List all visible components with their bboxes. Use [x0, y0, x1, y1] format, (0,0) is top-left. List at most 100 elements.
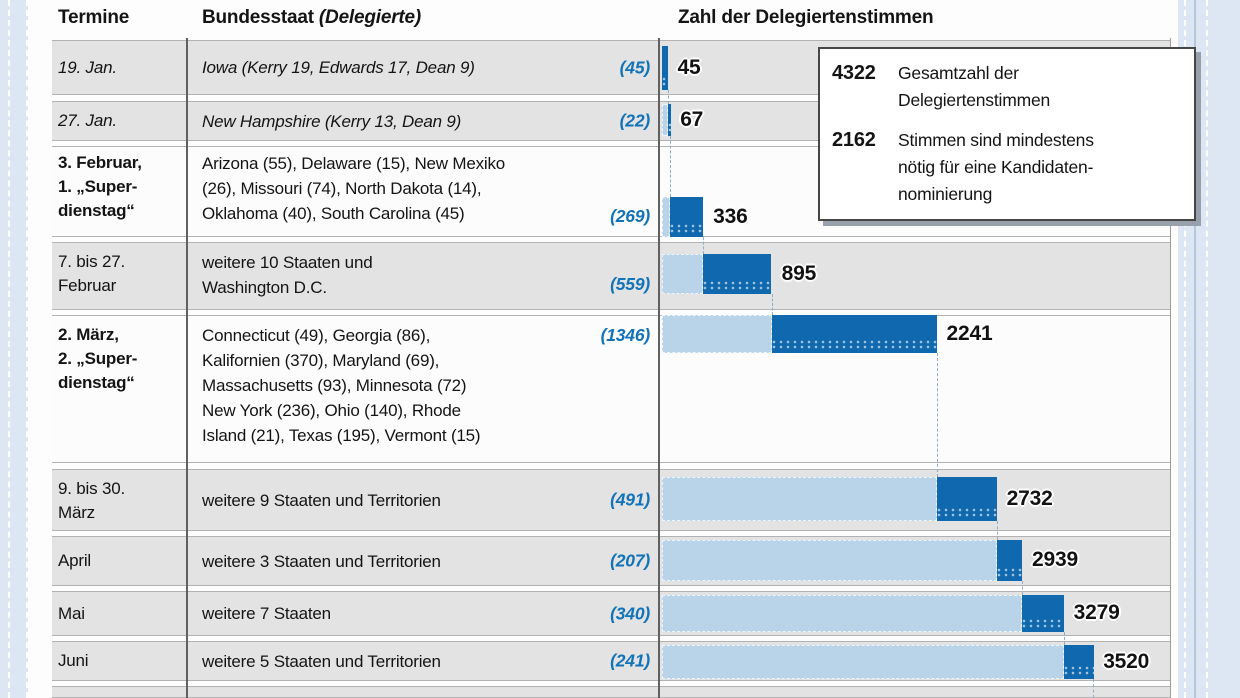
row-date: 7. bis 27. Februar: [58, 252, 125, 295]
column-header-stimmen: Zahl der Delegiertenstimmen: [678, 7, 934, 28]
bar-new-segment: [662, 46, 668, 90]
row-date: 27. Jan.: [58, 111, 117, 130]
row-states-cell: weitere 3 Staaten und Territorien (207): [202, 537, 654, 585]
bar-total-label: 45: [677, 56, 701, 79]
bar-cumulative-segment: [662, 197, 670, 237]
row-states-cell: Connecticut (49), Georgia (86), Kaliforn…: [202, 316, 654, 462]
carryover-guide-line: [670, 136, 671, 197]
bar-cumulative-segment: [662, 540, 997, 581]
left-dashed-line: [26, 0, 28, 698]
bar-cumulative-segment: [662, 645, 1064, 679]
left-dashed-line: [8, 0, 10, 698]
carryover-guide-line: [703, 237, 704, 254]
row-delegate-count: (269): [610, 206, 650, 226]
delegates-bar: [662, 645, 1094, 679]
carryover-guide-line: [937, 353, 938, 477]
row-delegate-count: (1346): [600, 325, 651, 345]
row-delegate-count: (207): [610, 550, 650, 571]
row-states: weitere 9 Staaten und Territorien: [202, 490, 441, 510]
row-date: 9. bis 30. März: [58, 479, 125, 522]
carryover-guide-line: [1022, 581, 1023, 595]
left-margin-band: [0, 0, 28, 698]
table-right-edge: [1170, 38, 1171, 698]
row-states-cell: weitere 9 Staaten und Territorien (491): [202, 470, 654, 530]
row-states-cell: New Hampshire (Kerry 13, Dean 9) (22): [202, 102, 654, 140]
right-accent-line: [1194, 0, 1196, 698]
bar-cumulative-segment: [662, 254, 703, 294]
row-delegate-count: (340): [610, 603, 650, 623]
bar-total-label: 3279: [1073, 601, 1120, 624]
delegates-bar: [662, 315, 937, 353]
row-states-cell: weitere 5 Staaten und Territorien (241): [202, 642, 654, 680]
row-date: 19. Jan.: [58, 57, 117, 77]
bar-cumulative-segment: [662, 315, 772, 353]
bar-cumulative-segment: [662, 595, 1022, 632]
delegates-bar: [662, 104, 671, 136]
row-states: Iowa (Kerry 19, Edwards 17, Dean 9): [202, 58, 475, 77]
bar-new-segment: [670, 197, 703, 237]
delegates-bar: [662, 477, 997, 521]
carryover-guide-line: [668, 90, 669, 104]
bar-total-label: 2939: [1032, 548, 1078, 571]
bar-new-segment: [772, 315, 937, 353]
table-row: 7. bis 27. Februar weitere 10 Staaten un…: [52, 242, 1170, 310]
bar-new-segment: [668, 104, 671, 136]
bar-new-segment: [997, 540, 1022, 581]
table-row: 9. bis 30. März weitere 9 Staaten und Te…: [52, 469, 1170, 531]
row-states: Arizona (55), Delaware (15), New Mexiko …: [202, 154, 506, 223]
bar-total-label: 67: [680, 108, 704, 131]
row-delegate-count: (559): [610, 274, 650, 294]
bar-total-label: 336: [713, 205, 748, 228]
bar-total-label: 3520: [1103, 650, 1150, 673]
right-dashed-line: [1206, 0, 1208, 698]
legend-total-value: 4322: [832, 62, 876, 84]
column-header-bundesstaat-main: Bundesstaat: [202, 7, 314, 28]
bar-new-segment: [937, 477, 997, 521]
row-date: 3. Februar, 1. „Super- dienstag“: [58, 153, 142, 220]
row-states: weitere 3 Staaten und Territorien: [202, 551, 441, 571]
column-separator: [658, 38, 660, 698]
delegates-bar: [662, 595, 1064, 632]
column-separator: [186, 38, 188, 698]
row-date: Juni: [58, 651, 89, 670]
carryover-guide-line: [997, 521, 998, 540]
column-header-termine: Termine: [58, 7, 130, 28]
carryover-guide-line: [1064, 632, 1065, 645]
legend-box: 4322 Gesamtzahl der Delegiertenstimmen 2…: [818, 47, 1196, 221]
legend-entry-threshold: 2162 Stimmen sind mindestens nötig für e…: [832, 127, 1182, 208]
delegates-bar: [662, 254, 771, 294]
right-dashed-line: [1184, 0, 1186, 698]
bar-new-segment: [1064, 645, 1094, 679]
row-states: weitere 7 Staaten: [202, 604, 331, 623]
row-date: 2. März, 2. „Super- dienstag“: [58, 325, 138, 392]
legend-threshold-value: 2162: [832, 129, 876, 151]
delegates-bar: [662, 197, 703, 237]
bar-new-segment: [1022, 595, 1064, 632]
table-row-partial: [52, 686, 1170, 698]
row-delegate-count: (491): [610, 489, 650, 510]
row-delegate-count: (241): [610, 650, 650, 671]
carryover-guide-line: [772, 294, 773, 315]
column-header-bundesstaat: Bundesstaat (Delegierte): [202, 7, 421, 29]
bar-new-segment: [703, 254, 771, 294]
row-date: Mai: [58, 603, 85, 623]
bar-total-label: 2732: [1006, 487, 1053, 510]
table-row: 2. März, 2. „Super- dienstag“ Connecticu…: [52, 315, 1170, 463]
bar-total-label: 895: [781, 262, 817, 285]
bar-cumulative-segment: [662, 104, 668, 136]
bar-total-label: 2241: [946, 322, 993, 345]
row-date: April: [58, 551, 92, 570]
carryover-guide-line: [1093, 679, 1094, 698]
row-states-cell: Arizona (55), Delaware (15), New Mexiko …: [202, 147, 654, 236]
bar-cumulative-segment: [662, 477, 937, 521]
legend-entry-total: 4322 Gesamtzahl der Delegiertenstimmen: [832, 60, 1182, 114]
row-delegate-count: (22): [619, 110, 651, 131]
column-header-delegierte-note: (Delegierte): [318, 7, 422, 28]
row-states: Connecticut (49), Georgia (86), Kaliforn…: [202, 326, 481, 445]
row-states: weitere 5 Staaten und Territorien: [202, 651, 441, 671]
row-states-cell: weitere 10 Staaten und Washington D.C. (…: [202, 243, 654, 309]
legend-threshold-label: Stimmen sind mindestens nötig für eine K…: [898, 130, 1094, 204]
delegates-bar: [662, 540, 1022, 581]
row-states: weitere 10 Staaten und Washington D.C.: [202, 253, 373, 297]
